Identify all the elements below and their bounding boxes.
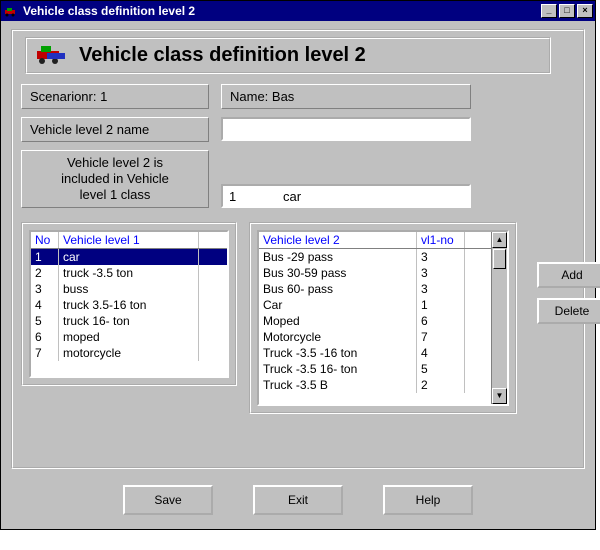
level2-scrollbar[interactable]: ▲ ▼ (491, 232, 507, 404)
table-row[interactable]: Truck -3.5 B2 (259, 377, 507, 393)
cell-name: truck -3.5 ton (59, 265, 199, 281)
minimize-button[interactable]: _ (541, 4, 557, 18)
level1-listbox[interactable]: No Vehicle level 1 1car2truck -3.5 ton3b… (29, 230, 229, 378)
cell-no: 5 (31, 313, 59, 329)
cell-name: moped (59, 329, 199, 345)
app-icon (3, 3, 19, 19)
cell-vl1no: 4 (417, 345, 465, 361)
table-row[interactable]: Car1 (259, 297, 507, 313)
cell-vl1no: 1 (417, 297, 465, 313)
table-row[interactable]: Bus -29 pass3 (259, 249, 507, 265)
cell-no: 4 (31, 297, 59, 313)
level2-listbox[interactable]: Vehicle level 2 vl1-no Bus -29 pass3Bus … (257, 230, 509, 406)
scroll-up-icon[interactable]: ▲ (492, 232, 507, 248)
cell-vl1no: 3 (417, 265, 465, 281)
table-row[interactable]: Bus 60- pass3 (259, 281, 507, 297)
col-name-header: Vehicle level 1 (59, 232, 199, 248)
close-button[interactable]: × (577, 4, 593, 18)
cell-name: car (59, 249, 199, 265)
cell-l2name: Moped (259, 313, 417, 329)
cell-vl1no: 3 (417, 281, 465, 297)
page-title: Vehicle class definition level 2 (79, 44, 366, 67)
cell-l2name: Bus 30-59 pass (259, 265, 417, 281)
cell-name: truck 16- ton (59, 313, 199, 329)
table-row[interactable]: 3buss (31, 281, 227, 297)
table-row[interactable]: 2truck -3.5 ton (31, 265, 227, 281)
cell-vl1no: 6 (417, 313, 465, 329)
table-row[interactable]: Bus 30-59 pass3 (259, 265, 507, 281)
inclusion-line1: Vehicle level 2 is (28, 155, 202, 171)
titlebar: Vehicle class definition level 2 _ □ × (1, 1, 595, 21)
scenario-label: Scenarionr: 1 (21, 84, 209, 109)
level1-selected-name: car (283, 189, 469, 204)
help-button[interactable]: Help (383, 485, 473, 515)
level1-selected-no: 1 (223, 189, 283, 204)
level1-selected-combo[interactable]: 1 car (221, 184, 471, 208)
level2-name-label: Vehicle level 2 name (21, 117, 209, 142)
table-row[interactable]: 4truck 3.5-16 ton (31, 297, 227, 313)
cell-l2name: Truck -3.5 -16 ton (259, 345, 417, 361)
add-button[interactable]: Add (537, 262, 600, 288)
inclusion-line2: included in Vehicle (28, 171, 202, 187)
cell-l2name: Bus 60- pass (259, 281, 417, 297)
scroll-thumb[interactable] (493, 249, 506, 269)
table-row[interactable]: 5truck 16- ton (31, 313, 227, 329)
cell-no: 2 (31, 265, 59, 281)
cell-l2name: Bus -29 pass (259, 249, 417, 265)
cell-no: 7 (31, 345, 59, 361)
cell-l2name: Motorcycle (259, 329, 417, 345)
table-row[interactable]: 7motorcycle (31, 345, 227, 361)
window-title: Vehicle class definition level 2 (23, 4, 539, 18)
table-row[interactable]: Moped6 (259, 313, 507, 329)
vehicle-icon (35, 43, 69, 68)
cell-l2name: Car (259, 297, 417, 313)
cell-vl1no: 2 (417, 377, 465, 393)
cell-name: truck 3.5-16 ton (59, 297, 199, 313)
col-l2name-header: Vehicle level 2 (259, 232, 417, 248)
col-vl1no-header: vl1-no (417, 232, 465, 248)
cell-no: 6 (31, 329, 59, 345)
scroll-down-icon[interactable]: ▼ (492, 388, 507, 404)
client-area: Vehicle class definition level 2 Scenari… (1, 21, 595, 529)
cell-vl1no: 5 (417, 361, 465, 377)
cell-l2name: Truck -3.5 16- ton (259, 361, 417, 377)
cell-no: 1 (31, 249, 59, 265)
cell-name: buss (59, 281, 199, 297)
cell-vl1no: 3 (417, 249, 465, 265)
cell-l2name: Truck -3.5 B (259, 377, 417, 393)
table-row[interactable]: 6moped (31, 329, 227, 345)
cell-no: 3 (31, 281, 59, 297)
delete-button[interactable]: Delete (537, 298, 600, 324)
cell-name: motorcycle (59, 345, 199, 361)
save-button[interactable]: Save (123, 485, 213, 515)
inclusion-label: Vehicle level 2 is included in Vehicle l… (21, 150, 209, 208)
table-row[interactable]: 1car (31, 249, 227, 265)
col-no-header: No (31, 232, 59, 248)
inclusion-line3: level 1 class (28, 187, 202, 203)
name-label: Name: Bas (221, 84, 471, 109)
level2-name-input[interactable] (221, 117, 471, 141)
window-frame: Vehicle class definition level 2 _ □ × V… (0, 0, 596, 530)
table-row[interactable]: Truck -3.5 -16 ton4 (259, 345, 507, 361)
maximize-button[interactable]: □ (559, 4, 575, 18)
table-row[interactable]: Motorcycle7 (259, 329, 507, 345)
cell-vl1no: 7 (417, 329, 465, 345)
table-row[interactable]: Truck -3.5 16- ton5 (259, 361, 507, 377)
exit-button[interactable]: Exit (253, 485, 343, 515)
